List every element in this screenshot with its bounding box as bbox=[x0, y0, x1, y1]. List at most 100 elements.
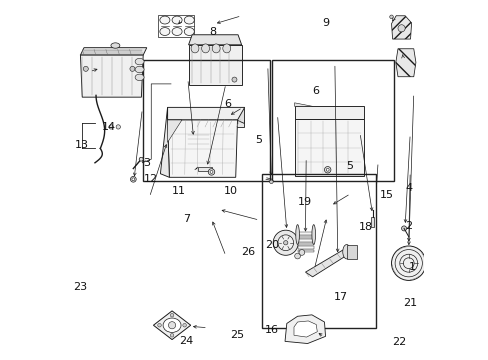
Circle shape bbox=[83, 66, 88, 71]
Circle shape bbox=[283, 240, 287, 245]
Polygon shape bbox=[197, 120, 244, 127]
Ellipse shape bbox=[184, 28, 194, 36]
Circle shape bbox=[269, 180, 273, 184]
Text: 24: 24 bbox=[179, 336, 193, 346]
Ellipse shape bbox=[160, 16, 169, 24]
Ellipse shape bbox=[191, 44, 199, 53]
Text: 25: 25 bbox=[229, 330, 244, 340]
Circle shape bbox=[116, 125, 120, 129]
Ellipse shape bbox=[184, 16, 194, 24]
Polygon shape bbox=[285, 315, 325, 343]
Circle shape bbox=[170, 333, 174, 337]
Text: 21: 21 bbox=[402, 298, 416, 308]
Ellipse shape bbox=[212, 44, 220, 53]
Ellipse shape bbox=[295, 225, 299, 244]
Bar bbox=[297, 246, 313, 249]
Circle shape bbox=[401, 226, 406, 231]
Polygon shape bbox=[184, 129, 211, 147]
Polygon shape bbox=[294, 106, 364, 119]
Ellipse shape bbox=[311, 225, 315, 244]
Bar bbox=[297, 250, 313, 252]
Text: 26: 26 bbox=[241, 247, 255, 257]
Text: 12: 12 bbox=[143, 174, 157, 184]
Text: 18: 18 bbox=[358, 222, 372, 232]
Polygon shape bbox=[153, 311, 190, 339]
Polygon shape bbox=[80, 48, 146, 55]
Ellipse shape bbox=[160, 28, 169, 36]
Bar bbox=[297, 243, 313, 245]
Circle shape bbox=[158, 323, 161, 327]
Polygon shape bbox=[188, 45, 241, 85]
Polygon shape bbox=[395, 49, 415, 77]
Polygon shape bbox=[188, 35, 241, 45]
Circle shape bbox=[109, 125, 113, 129]
Ellipse shape bbox=[201, 44, 209, 53]
Text: 10: 10 bbox=[223, 186, 237, 197]
Text: 11: 11 bbox=[172, 186, 185, 197]
Text: 19: 19 bbox=[297, 197, 311, 207]
Polygon shape bbox=[167, 107, 244, 120]
Ellipse shape bbox=[135, 74, 144, 81]
Circle shape bbox=[325, 168, 328, 171]
Bar bbox=[272, 59, 394, 181]
Text: 8: 8 bbox=[209, 27, 216, 37]
Polygon shape bbox=[346, 244, 357, 259]
Polygon shape bbox=[391, 16, 411, 39]
Circle shape bbox=[397, 25, 405, 32]
Circle shape bbox=[183, 323, 186, 327]
Ellipse shape bbox=[163, 318, 181, 332]
Bar bbox=[297, 232, 313, 234]
Polygon shape bbox=[160, 107, 169, 177]
Ellipse shape bbox=[172, 16, 182, 24]
Circle shape bbox=[208, 169, 214, 175]
Polygon shape bbox=[167, 120, 237, 177]
Circle shape bbox=[294, 253, 300, 259]
Polygon shape bbox=[198, 167, 211, 171]
Ellipse shape bbox=[342, 244, 350, 259]
Circle shape bbox=[324, 167, 330, 173]
Text: 15: 15 bbox=[379, 190, 393, 200]
Polygon shape bbox=[294, 103, 312, 106]
Polygon shape bbox=[167, 120, 182, 142]
Bar bbox=[297, 239, 313, 242]
Text: 5: 5 bbox=[345, 161, 352, 171]
Polygon shape bbox=[139, 157, 143, 161]
Circle shape bbox=[210, 171, 212, 174]
Circle shape bbox=[273, 230, 298, 255]
Text: 9: 9 bbox=[322, 18, 329, 28]
Polygon shape bbox=[210, 108, 244, 123]
Text: 6: 6 bbox=[312, 86, 319, 96]
Text: 6: 6 bbox=[224, 99, 230, 109]
Bar bbox=[297, 235, 313, 238]
Text: 1: 1 bbox=[408, 262, 415, 272]
Ellipse shape bbox=[223, 44, 230, 53]
Circle shape bbox=[277, 235, 293, 251]
Bar bbox=[261, 174, 375, 328]
Circle shape bbox=[168, 321, 175, 329]
Ellipse shape bbox=[135, 66, 144, 73]
Text: 16: 16 bbox=[265, 325, 279, 335]
Text: 7: 7 bbox=[183, 214, 190, 224]
Bar bbox=[143, 59, 269, 181]
Ellipse shape bbox=[172, 28, 182, 36]
Circle shape bbox=[130, 66, 135, 71]
Text: 4: 4 bbox=[405, 183, 411, 193]
Text: 17: 17 bbox=[333, 292, 347, 302]
Ellipse shape bbox=[111, 43, 120, 48]
Circle shape bbox=[391, 246, 425, 280]
Polygon shape bbox=[80, 55, 143, 97]
Polygon shape bbox=[370, 217, 373, 227]
Text: 5: 5 bbox=[254, 135, 261, 145]
Text: 3: 3 bbox=[143, 158, 150, 168]
Polygon shape bbox=[293, 321, 317, 337]
Polygon shape bbox=[294, 119, 364, 176]
Circle shape bbox=[231, 77, 237, 82]
Circle shape bbox=[170, 314, 174, 317]
Text: 22: 22 bbox=[391, 337, 406, 347]
Ellipse shape bbox=[135, 58, 144, 65]
Text: 20: 20 bbox=[265, 240, 279, 250]
Text: 14: 14 bbox=[102, 122, 116, 132]
Text: 13: 13 bbox=[75, 140, 89, 150]
Text: 2: 2 bbox=[405, 221, 411, 231]
Circle shape bbox=[389, 15, 392, 19]
